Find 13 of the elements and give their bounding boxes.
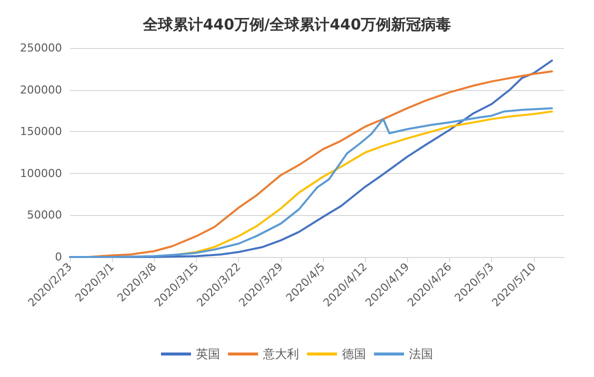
y-tick-label: 50000 — [27, 208, 62, 222]
legend-label: 意大利 — [262, 347, 299, 361]
y-tick-label: 250000 — [20, 42, 62, 54]
y-tick-label: 0 — [55, 250, 62, 264]
line-series — [177, 110, 553, 256]
legend-label: 法国 — [409, 347, 433, 361]
y-tick-label: 100000 — [20, 166, 62, 180]
legend-label: 英国 — [196, 347, 220, 361]
y-tick-label: 200000 — [20, 83, 62, 96]
chart-title: 全球累计440万例/全球累计440万例新冠病毒 — [142, 16, 452, 34]
line-series — [69, 107, 553, 258]
y-tick-label: 150000 — [20, 125, 62, 138]
legend-label: 德国 — [342, 347, 366, 361]
